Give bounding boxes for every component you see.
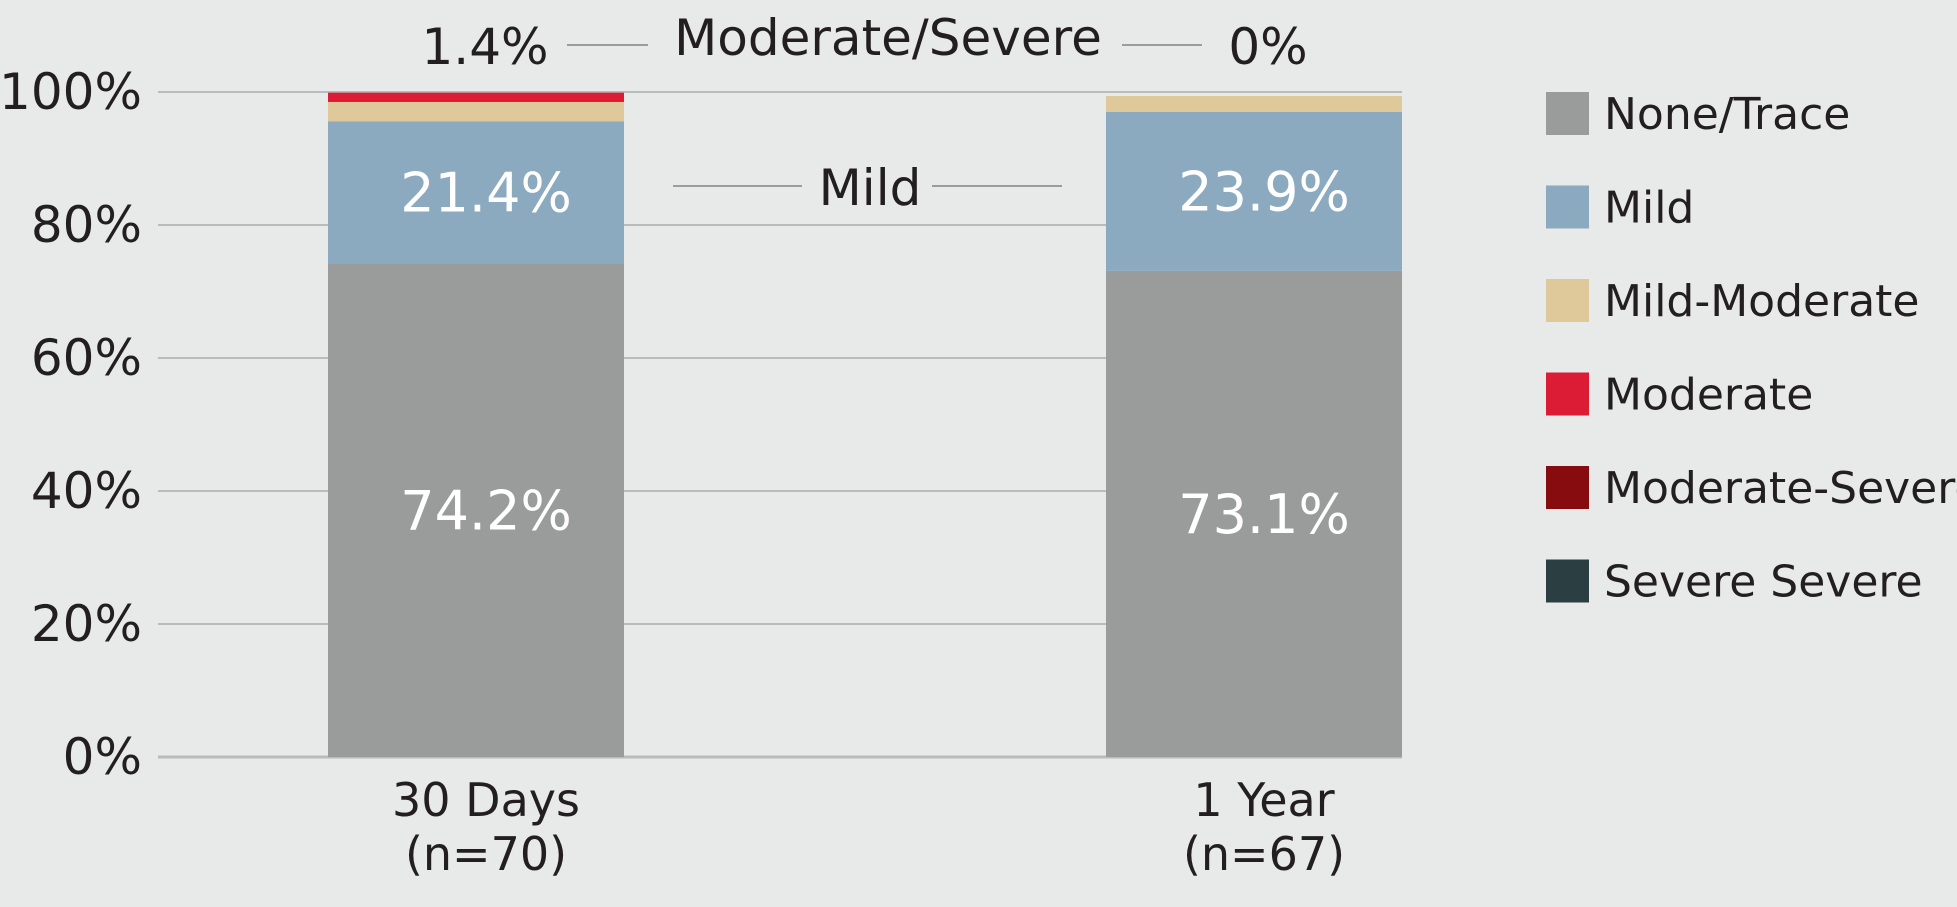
annotation-label: Moderate/Severe xyxy=(674,9,1102,67)
legend-label: Mild xyxy=(1604,183,1694,234)
y-axis-ticks: 0% 20% 40% 60% 80% 100% xyxy=(0,63,142,786)
y-tick-label: 0% xyxy=(63,728,142,786)
y-tick-label: 100% xyxy=(0,63,142,121)
legend-swatch xyxy=(1546,92,1589,135)
legend-swatch xyxy=(1546,466,1589,509)
annotations: 1.4% Moderate/Severe 0% Mild xyxy=(421,9,1307,217)
bar-data-label: 23.9% xyxy=(1178,160,1350,223)
bar-segment xyxy=(328,101,624,122)
y-tick-label: 20% xyxy=(31,595,142,653)
bar-segment xyxy=(1106,111,1402,271)
x-axis-labels: 30 Days(n=70) 1 Year(n=67) xyxy=(392,773,1345,881)
legend-label: Moderate-Severe xyxy=(1604,463,1957,514)
bar-segments xyxy=(328,92,1402,757)
bar-data-label: 21.4% xyxy=(400,161,572,224)
bar-data-label: 73.1% xyxy=(1178,483,1350,546)
legend-swatch xyxy=(1546,279,1589,322)
legend-label: Mild-Moderate xyxy=(1604,276,1919,327)
legend-swatch xyxy=(1546,185,1589,229)
bar-segment xyxy=(328,92,624,102)
bar-segment xyxy=(328,263,624,757)
bar-segment xyxy=(1106,270,1402,757)
x-axis-label: (n=67) xyxy=(1183,827,1345,881)
x-axis-label: (n=70) xyxy=(405,827,567,881)
legend-swatch xyxy=(1546,372,1589,416)
legend: None/Trace Mild Mild-Moderate Moderate Moder… xyxy=(1546,89,1957,608)
bar-segment xyxy=(1106,95,1402,112)
legend-swatch xyxy=(1546,559,1589,603)
annotation-label: Mild xyxy=(819,159,922,217)
legend-label: Severe Severe xyxy=(1604,557,1923,608)
y-tick-label: 40% xyxy=(31,462,142,520)
x-axis-label: 1 Year xyxy=(1193,773,1334,827)
bar-segment xyxy=(328,121,624,264)
y-tick-label: 80% xyxy=(31,196,142,254)
y-tick-label: 60% xyxy=(31,329,142,387)
legend-label: Moderate xyxy=(1604,370,1813,421)
bar-data-labels: 74.2% 21.4% 73.1% 23.9% xyxy=(400,160,1350,546)
x-axis-label: 30 Days xyxy=(392,773,580,827)
annotation-value: 1.4% xyxy=(421,18,548,76)
legend-label: None/Trace xyxy=(1604,89,1850,140)
bar-data-label: 74.2% xyxy=(400,479,572,542)
annotation-value: 0% xyxy=(1228,18,1307,76)
